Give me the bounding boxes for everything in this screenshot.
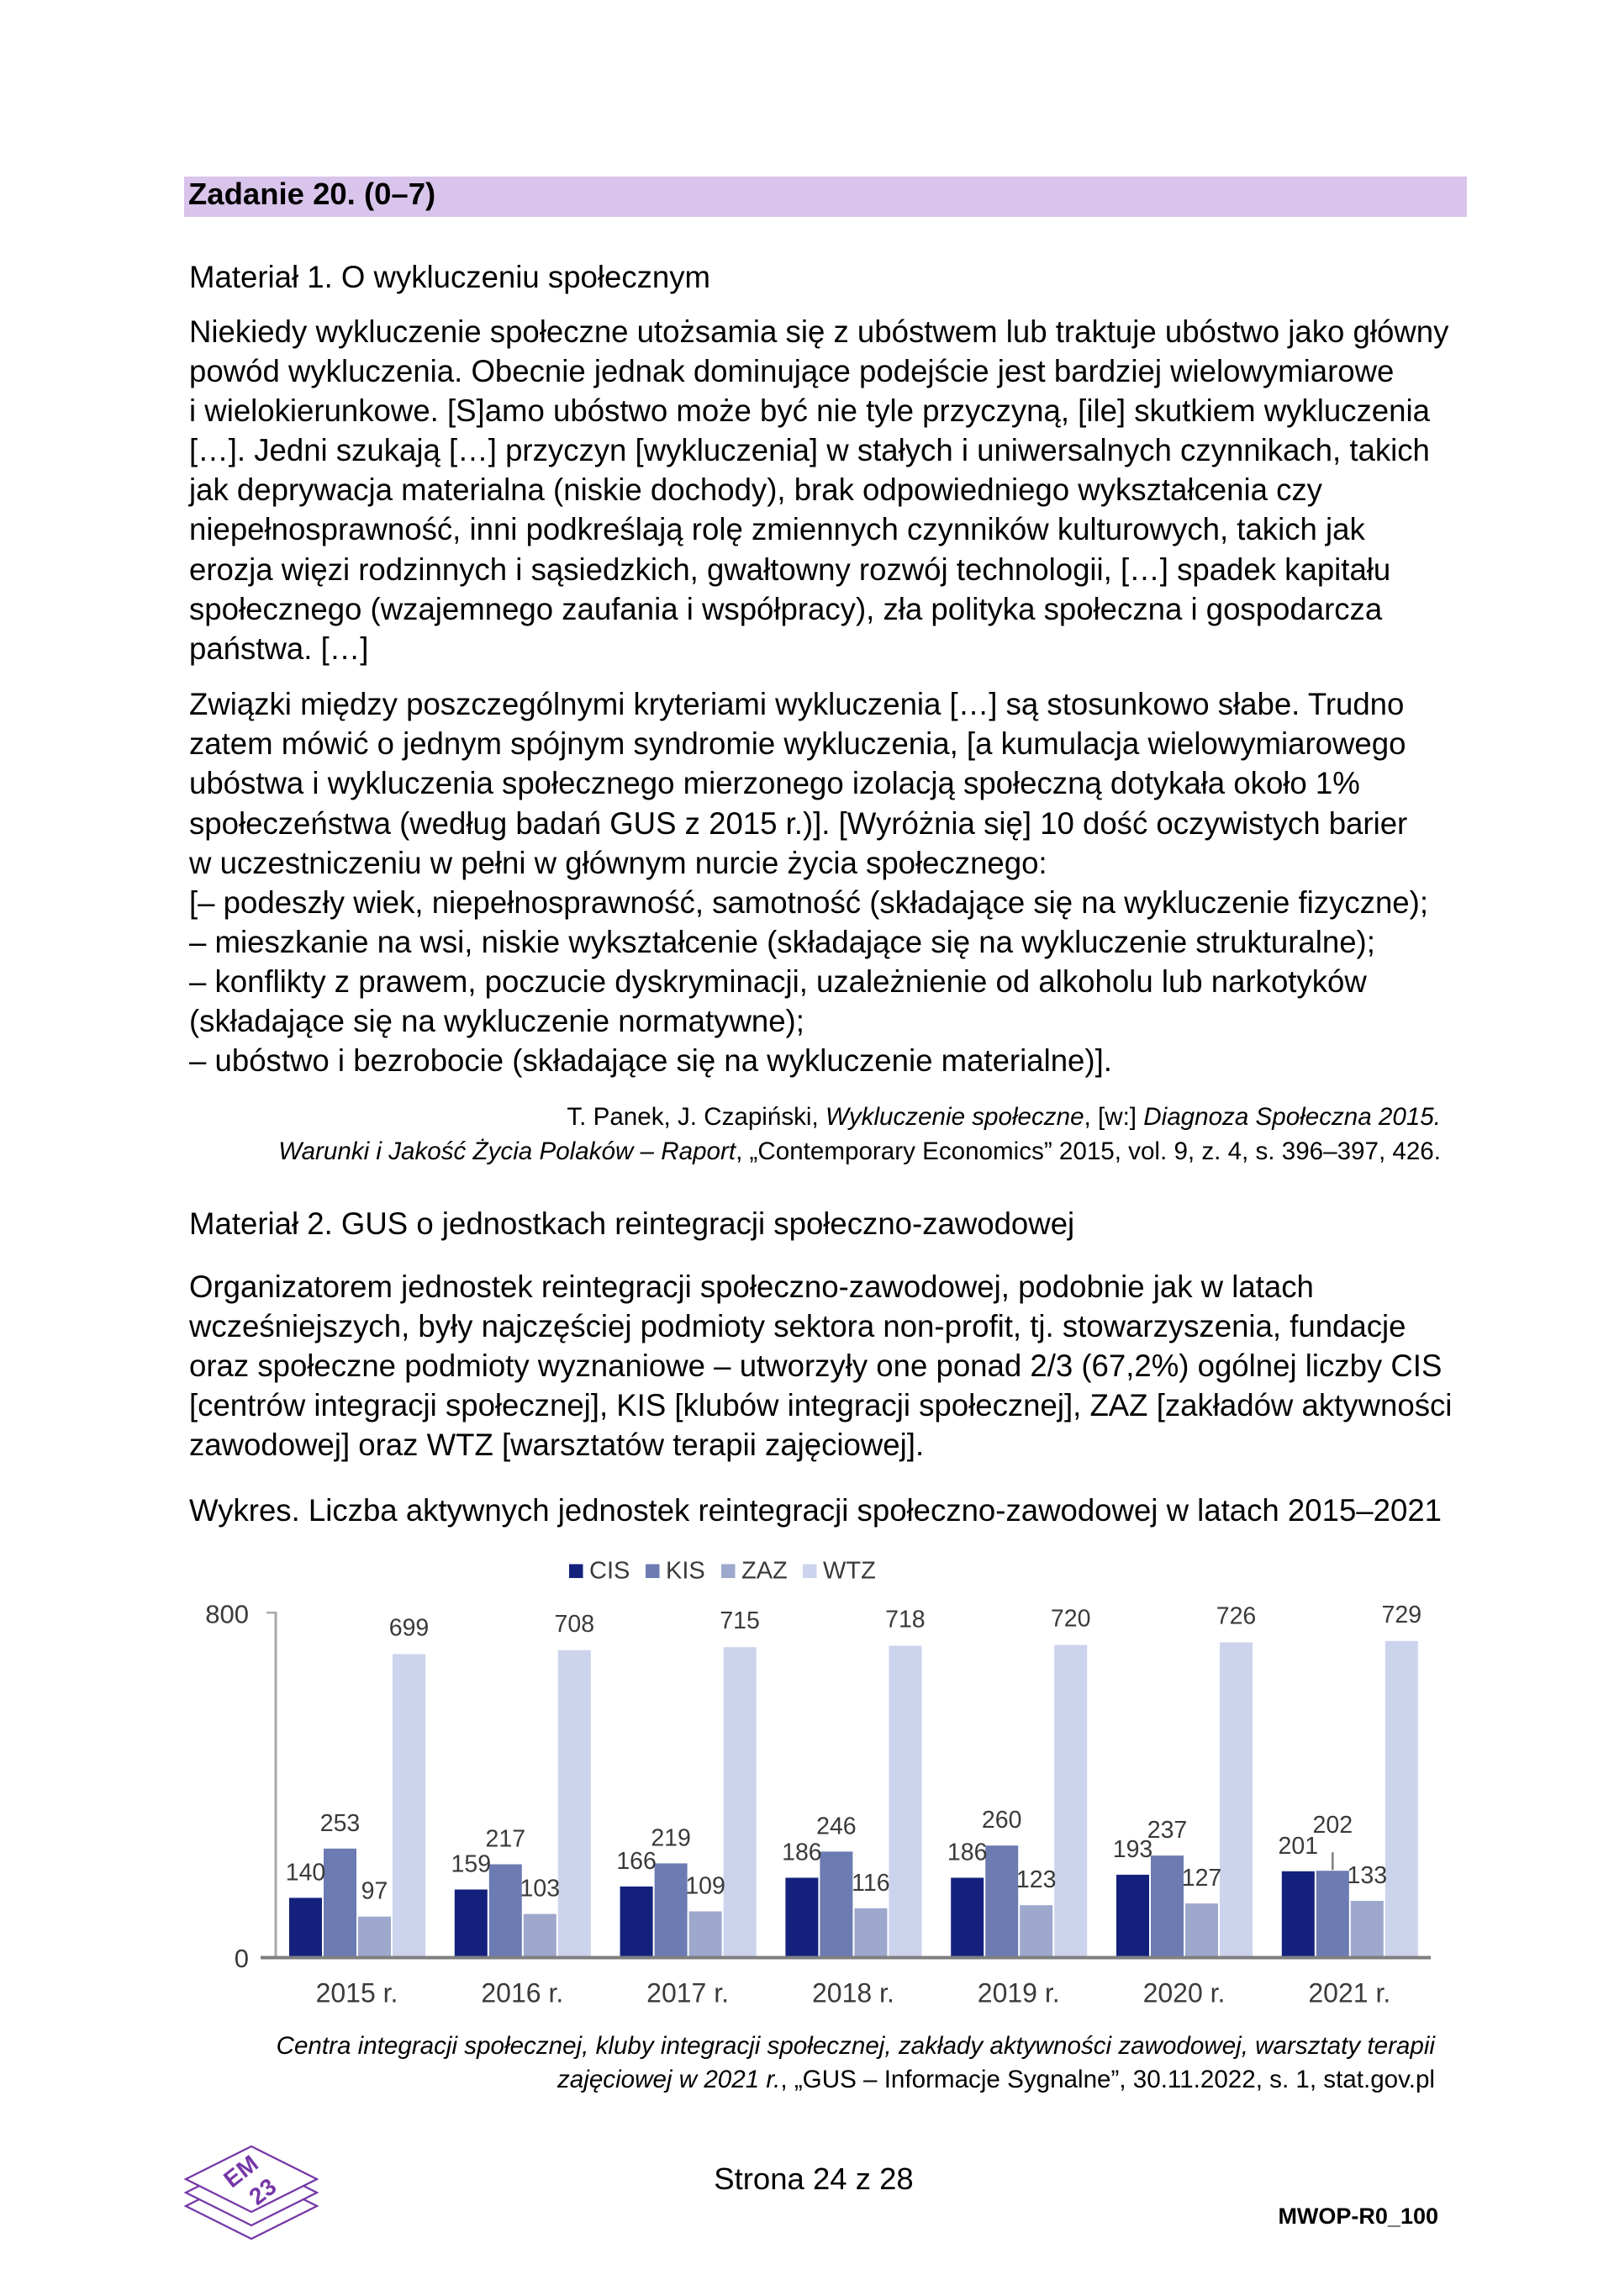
svg-text:202: 202: [1313, 1812, 1353, 1839]
svg-text:217: 217: [486, 1826, 526, 1853]
svg-text:140: 140: [286, 1859, 326, 1886]
svg-text:708: 708: [555, 1611, 595, 1638]
svg-text:133: 133: [1348, 1862, 1388, 1889]
svg-text:ZAZ: ZAZ: [741, 1558, 788, 1585]
svg-text:219: 219: [651, 1824, 691, 1851]
svg-text:715: 715: [720, 1607, 760, 1634]
svg-text:246: 246: [816, 1813, 857, 1839]
svg-text:193: 193: [1113, 1836, 1153, 1863]
svg-text:186: 186: [947, 1839, 988, 1866]
svg-text:166: 166: [616, 1848, 657, 1875]
svg-text:127: 127: [1182, 1865, 1222, 1892]
svg-text:2018 r.: 2018 r.: [812, 1977, 894, 2008]
svg-text:718: 718: [885, 1607, 926, 1634]
svg-text:729: 729: [1382, 1602, 1422, 1628]
svg-text:201: 201: [1279, 1833, 1319, 1860]
svg-text:2021 r.: 2021 r.: [1308, 1977, 1390, 2008]
svg-text:WTZ: WTZ: [823, 1558, 876, 1585]
svg-text:260: 260: [982, 1807, 1022, 1834]
svg-text:2016 r.: 2016 r.: [481, 1977, 563, 2008]
svg-text:2017 r.: 2017 r.: [646, 1977, 729, 2008]
svg-text:2020 r.: 2020 r.: [1143, 1977, 1226, 2008]
svg-text:CIS: CIS: [589, 1558, 630, 1585]
svg-text:2015 r.: 2015 r.: [316, 1977, 398, 2008]
svg-text:800: 800: [205, 1600, 249, 1629]
svg-text:186: 186: [782, 1839, 822, 1866]
svg-text:237: 237: [1147, 1817, 1188, 1844]
svg-text:159: 159: [451, 1851, 492, 1878]
svg-text:KIS: KIS: [666, 1558, 705, 1585]
svg-text:123: 123: [1016, 1866, 1057, 1893]
svg-text:720: 720: [1051, 1606, 1091, 1633]
svg-text:97: 97: [361, 1878, 388, 1905]
svg-text:699: 699: [389, 1615, 430, 1642]
svg-text:116: 116: [852, 1870, 889, 1897]
svg-text:109: 109: [685, 1873, 725, 1900]
svg-text:726: 726: [1216, 1603, 1257, 1630]
svg-text:103: 103: [520, 1876, 561, 1903]
svg-text:0: 0: [235, 1944, 249, 1973]
svg-text:253: 253: [320, 1810, 361, 1837]
svg-text:2019 r.: 2019 r.: [978, 1977, 1060, 2008]
